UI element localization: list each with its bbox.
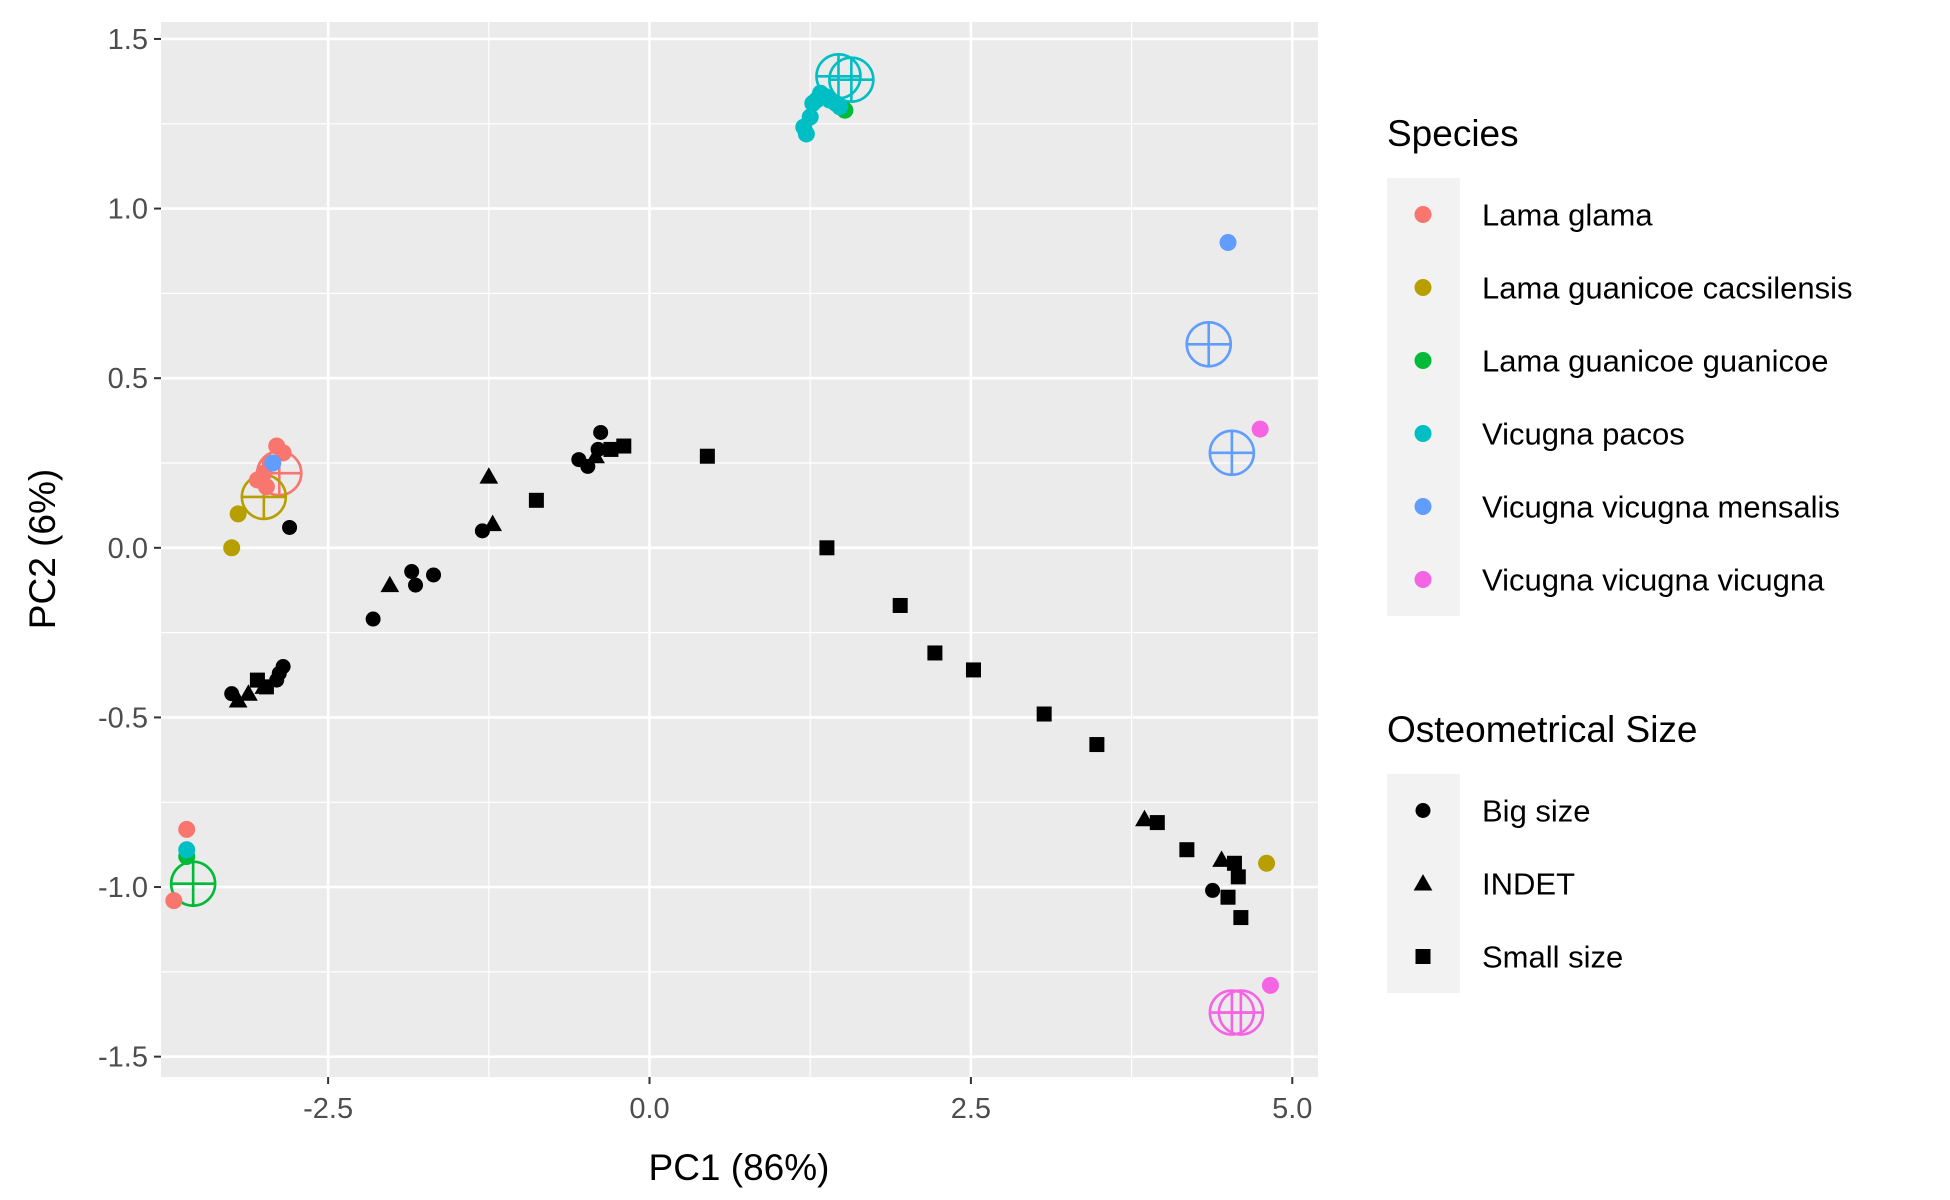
y-axis-title: PC2 (6%)	[22, 469, 63, 629]
point-vicugna-pacos	[178, 841, 196, 859]
point-small-size	[616, 438, 632, 454]
point-indet	[1135, 809, 1154, 827]
y-tick-label: -1.5	[98, 1042, 148, 1074]
species-legend-label: Lama guanicoe guanicoe	[1482, 344, 1828, 379]
centroid-vicugna-vicugna-mensalis	[1185, 320, 1233, 368]
y-tick-label: -0.5	[98, 702, 148, 734]
point-big-size	[593, 424, 609, 440]
point-small-size	[528, 492, 544, 508]
point-small-size	[892, 597, 908, 613]
point-vicugna-pacos	[801, 108, 819, 126]
point-indet	[380, 575, 400, 593]
point-small-size	[819, 540, 835, 556]
centroid-vicugna-vicugna-mensalis	[1208, 429, 1256, 477]
point-vicugna-pacos	[831, 98, 849, 116]
size-legend-title: Osteometrical Size	[1387, 709, 1698, 750]
size-legend-swatch-small-size	[1415, 949, 1431, 964]
point-small-size	[603, 441, 619, 457]
species-legend-swatch-lama-glama	[1414, 206, 1432, 223]
species-legend: Species Lama glama Lama guanicoe cacsilen…	[1387, 113, 1853, 616]
point-indet	[586, 446, 605, 464]
point-big-size	[404, 564, 420, 580]
species-legend-swatch-vicugna-pacos	[1414, 425, 1432, 442]
point-big-size	[408, 577, 424, 593]
y-tick-label: -1.0	[98, 872, 148, 904]
point-vicugna-vicugna-mensalis	[264, 454, 282, 472]
y-tick-label: 0.0	[108, 533, 148, 565]
point-lama-guanicoe-cacsilensis	[223, 539, 241, 557]
point-vicugna-pacos	[797, 125, 815, 143]
point-small-size	[1036, 706, 1052, 722]
y-tick-label: 1.5	[108, 24, 148, 56]
centroid-vicugna-pacos	[828, 56, 875, 103]
point-indet	[479, 467, 499, 484]
y-axis: -1.5 -1.0 -0.5 0.0 0.5 1.0 1.5	[98, 24, 161, 1074]
species-legend-swatch-vicugna-vicugna-mensalis	[1414, 498, 1432, 515]
centroid-vicugna-vicugna-vicugna	[1217, 989, 1265, 1036]
point-lama-glama	[178, 820, 196, 838]
y-tick-label: 0.5	[108, 363, 148, 395]
size-legend-swatch-indet	[1413, 874, 1433, 891]
x-axis-title: PC1 (86%)	[649, 1147, 830, 1188]
x-axis: -2.5 0.0 2.5 5.0	[303, 1077, 1312, 1125]
point-indet	[239, 684, 258, 701]
point-vicugna-vicugna-vicugna	[1251, 420, 1269, 438]
point-small-size	[258, 679, 274, 695]
size-legend-swatch-big-size	[1415, 803, 1431, 818]
species-legend-label: Lama guanicoe cacsilensis	[1482, 271, 1853, 306]
size-legend-label: Small size	[1482, 940, 1623, 975]
x-tick-label: -2.5	[303, 1093, 353, 1125]
grid-lines	[161, 22, 1318, 1077]
plot-panel	[161, 22, 1318, 1077]
point-small-size	[927, 645, 943, 661]
size-legend-label: INDET	[1482, 867, 1575, 902]
y-tick-label: 1.0	[108, 194, 148, 226]
x-tick-label: 5.0	[1272, 1093, 1312, 1125]
species-legend-label: Vicugna vicugna vicugna	[1482, 563, 1825, 598]
point-small-size	[1149, 815, 1165, 831]
species-legend-title: Species	[1387, 113, 1519, 154]
point-indet	[483, 514, 503, 532]
point-lama-glama	[257, 478, 275, 496]
point-small-size	[1179, 842, 1195, 858]
point-small-size	[965, 662, 981, 678]
point-small-size	[1226, 855, 1242, 871]
point-small-size	[699, 448, 715, 464]
point-big-size	[365, 611, 381, 627]
species-legend-label: Lama glama	[1482, 198, 1653, 233]
point-small-size	[1220, 889, 1236, 905]
size-legend-label: Big size	[1482, 794, 1591, 829]
species-legend-label: Vicugna pacos	[1482, 417, 1685, 452]
point-small-size	[1230, 869, 1246, 885]
species-legend-swatch-lama-guanicoe-cacsilensis	[1414, 279, 1432, 296]
point-indet	[228, 691, 248, 708]
x-tick-label: 2.5	[951, 1093, 991, 1125]
point-big-size	[1205, 882, 1221, 898]
point-lama-guanicoe-cacsilensis	[1258, 854, 1276, 872]
species-legend-label: Vicugna vicugna mensalis	[1482, 490, 1840, 525]
point-small-size	[1089, 737, 1105, 753]
point-vicugna-vicugna-vicugna	[1261, 976, 1279, 994]
x-tick-label: 0.0	[629, 1093, 669, 1125]
point-lama-guanicoe-cacsilensis	[229, 505, 247, 523]
species-legend-swatch-vicugna-vicugna-vicugna	[1414, 571, 1432, 588]
species-legend-swatch-lama-guanicoe-guanicoe	[1414, 352, 1432, 369]
point-small-size	[1233, 910, 1249, 926]
data-points	[165, 52, 1279, 1036]
size-legend: Osteometrical Size Big size INDET Small si…	[1387, 709, 1698, 993]
point-lama-glama	[165, 892, 183, 910]
point-big-size	[426, 567, 442, 583]
point-vicugna-vicugna-mensalis	[1219, 233, 1237, 251]
point-big-size	[282, 519, 298, 535]
point-indet	[1212, 850, 1231, 867]
